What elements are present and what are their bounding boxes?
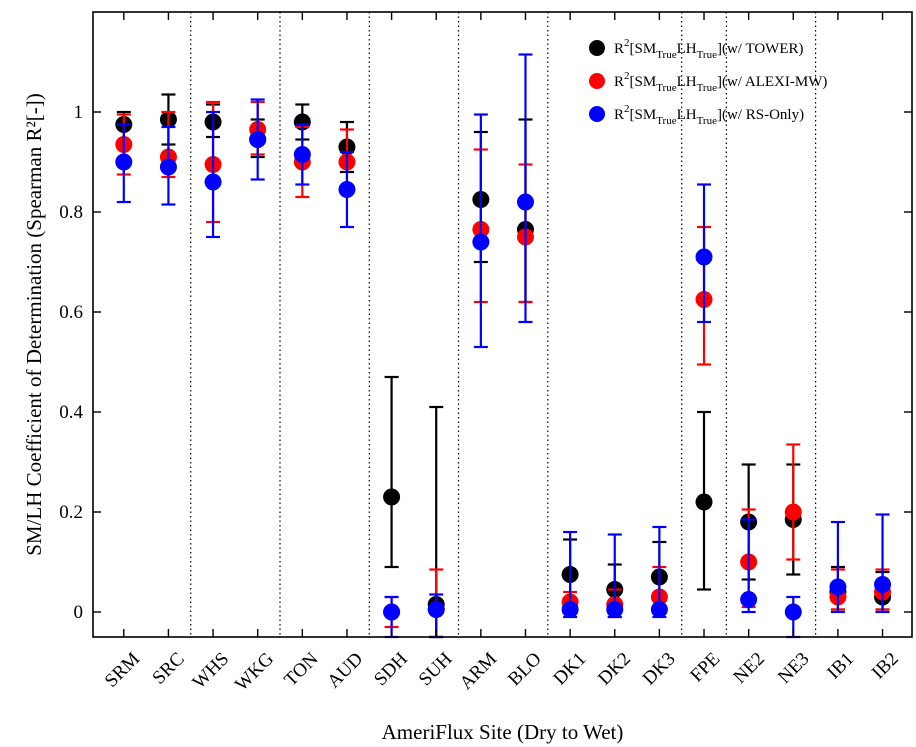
y-tick-label: 0 (74, 602, 84, 623)
data-point (829, 578, 847, 596)
x-tick-label: WHS (189, 648, 234, 693)
x-tick-label: IB1 (823, 648, 858, 683)
data-point (695, 248, 713, 266)
data-point (338, 181, 356, 198)
y-tick-label: 0.6 (59, 302, 83, 323)
y-tick-label: 0.2 (59, 502, 83, 523)
x-tick-label: FPE (686, 648, 724, 686)
data-point (383, 488, 401, 506)
data-point (249, 131, 267, 148)
x-tick-label: SDH (370, 648, 412, 690)
x-tick-label: DK2 (594, 648, 635, 689)
data-point (561, 601, 579, 618)
data-point (159, 158, 177, 176)
x-tick-label: BLO (504, 648, 546, 690)
y-tick-label: 0.4 (59, 402, 83, 423)
data-point (784, 603, 802, 621)
data-point (472, 233, 490, 251)
data-point (204, 173, 222, 191)
data-point (874, 576, 892, 593)
data-point (784, 503, 802, 521)
y-tick-label: 0.8 (59, 202, 83, 223)
legend-label: R2[SMTrueLHTrue](w/ TOWER) (614, 37, 804, 61)
x-tick-label: SUH (415, 648, 457, 690)
plot-frame (92, 11, 913, 638)
series (115, 93, 892, 639)
series (115, 53, 892, 639)
x-tick-label: TON (280, 648, 322, 690)
x-tick-label: WKG (231, 648, 278, 695)
y-axis-title: SM/LH Coefficient of Determination (Spea… (22, 93, 46, 556)
data-point (427, 601, 445, 618)
x-tick-label: DK1 (549, 648, 590, 689)
series-layer (115, 53, 892, 639)
x-tick-label: ARM (456, 648, 502, 694)
series (115, 100, 892, 639)
data-point (383, 603, 401, 621)
data-point (650, 601, 668, 618)
data-point (606, 601, 624, 618)
y-tick-label: 1 (74, 102, 84, 123)
legend-marker (589, 40, 605, 56)
data-point (293, 146, 311, 163)
data-point (115, 153, 133, 171)
x-tick-label: SRC (148, 648, 188, 688)
data-point (516, 193, 534, 211)
legend-marker (589, 106, 605, 122)
data-point (695, 493, 713, 511)
x-tick-label: AUD (323, 648, 367, 692)
x-tick-label: SRM (101, 648, 144, 691)
x-axis-title: AmeriFlux Site (Dry to Wet) (382, 720, 624, 744)
x-tick-label: DK3 (639, 648, 680, 689)
data-point (740, 591, 758, 608)
legend-label: R2[SMTrueLHTrue](w/ ALEXI-MW) (614, 70, 827, 94)
x-tick-label: NE2 (729, 648, 768, 687)
x-tick-label: NE3 (774, 648, 813, 687)
legend: R2[SMTrueLHTrue](w/ TOWER) R2[SMTrueLHTru… (589, 37, 827, 127)
legend-marker (589, 73, 605, 89)
legend-label: R2[SMTrueLHTrue](w/ RS-Only) (614, 103, 804, 127)
x-tick-label: IB2 (868, 648, 903, 683)
group-separators (190, 12, 817, 637)
